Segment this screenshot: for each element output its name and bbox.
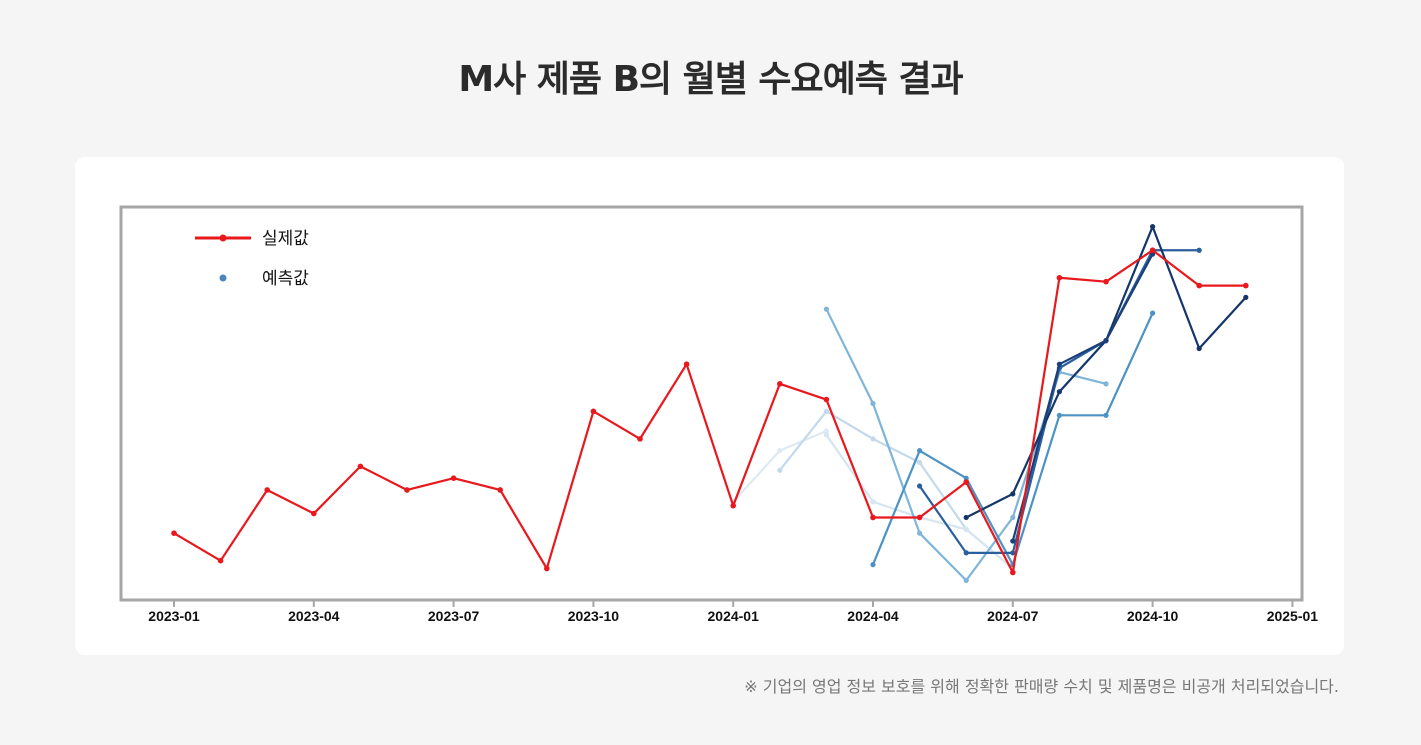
forecast-point <box>1010 538 1016 544</box>
actual-point <box>404 487 410 493</box>
forecast-point <box>823 432 830 438</box>
forecast-point <box>917 448 923 454</box>
x-axis: 2023-01 2023-04 2023-07 2023-10 2024-01 2024-… <box>148 600 1318 624</box>
forecast-point <box>870 436 876 442</box>
page-title: M사 제품 B의 월별 수요예측 결과 <box>458 59 963 100</box>
actual-point <box>916 514 923 521</box>
actual-line <box>173 249 1246 574</box>
actual-point <box>730 502 736 509</box>
actual-point <box>264 487 271 493</box>
legend: 실제값 예측값 <box>195 229 309 289</box>
forecast-point <box>777 448 783 454</box>
actual-point <box>497 487 504 493</box>
actual-point <box>544 565 550 572</box>
forecast-point <box>777 467 783 473</box>
actual-point <box>311 510 317 517</box>
forecast-point <box>1056 412 1062 418</box>
forecast-point <box>1150 224 1156 230</box>
actual-point <box>777 381 783 387</box>
actual-point <box>1243 282 1249 289</box>
x-tick-label: 2023-07 <box>428 608 480 624</box>
forecast-point <box>917 459 923 466</box>
x-tick-label: 2024-04 <box>847 608 899 624</box>
actual-point <box>1196 282 1202 289</box>
x-tick-label: 2023-10 <box>568 608 620 624</box>
forecast-point <box>917 530 923 536</box>
x-tick-label: 2023-04 <box>288 608 340 624</box>
x-tick-label: 2024-07 <box>987 608 1039 624</box>
plot-area-frame <box>119 205 1304 602</box>
forecast-point <box>870 499 876 505</box>
disclaimer-footnote: ※ 기업의 영업 정보 보호를 위해 정확한 판매량 수치 및 제품명은 비공개… <box>744 677 1339 696</box>
forecast-point <box>870 400 876 407</box>
forecast-point <box>963 550 969 556</box>
actual-point <box>171 530 177 536</box>
actual-point <box>1056 274 1063 281</box>
forecast-point <box>963 514 969 521</box>
forecast-point <box>823 408 830 414</box>
actual-point <box>1149 247 1156 254</box>
actual-point <box>637 436 643 442</box>
forecast-point <box>963 475 969 481</box>
x-tick-label: 2025-01 <box>1267 608 1319 624</box>
x-tick-label: 2024-01 <box>708 608 760 624</box>
forecast-point <box>823 306 830 312</box>
actual-point <box>870 514 876 521</box>
actual-point <box>590 408 597 415</box>
forecast-point <box>1196 345 1202 352</box>
legend-actual-marker <box>219 234 227 242</box>
legend-forecast-marker <box>219 274 227 282</box>
forecast-point <box>870 562 876 568</box>
actual-point <box>823 396 830 403</box>
actual-point <box>683 361 690 368</box>
forecast-point <box>1103 338 1109 344</box>
forecast-point <box>1103 412 1109 418</box>
actual-series-group <box>171 247 1249 576</box>
forecast-point <box>1010 550 1016 556</box>
forecast-point <box>963 577 969 583</box>
forecast-point <box>1056 361 1062 367</box>
forecast-point <box>1243 294 1249 300</box>
actual-point <box>1010 569 1016 576</box>
forecast-point <box>917 483 923 489</box>
forecast-point <box>1056 389 1062 395</box>
actual-point <box>963 479 969 485</box>
legend-actual-label: 실제값 <box>262 229 309 249</box>
forecast-point <box>1103 381 1109 387</box>
forecast-point <box>1010 514 1016 521</box>
actual-point <box>450 475 457 481</box>
legend-forecast-label: 예측값 <box>262 269 309 289</box>
actual-point <box>217 557 224 564</box>
forecast-point <box>1196 247 1202 253</box>
x-tick-label: 2024-10 <box>1127 608 1179 624</box>
forecast-point <box>1150 310 1156 316</box>
forecast-point <box>823 428 830 434</box>
actual-point <box>1103 278 1109 285</box>
forecast-point <box>1010 491 1016 497</box>
actual-point <box>357 463 364 470</box>
forecast-point <box>1150 251 1156 257</box>
forecast-line-8 <box>1011 253 1154 542</box>
forecast-point <box>963 526 969 532</box>
x-tick-label: 2023-01 <box>148 608 200 624</box>
